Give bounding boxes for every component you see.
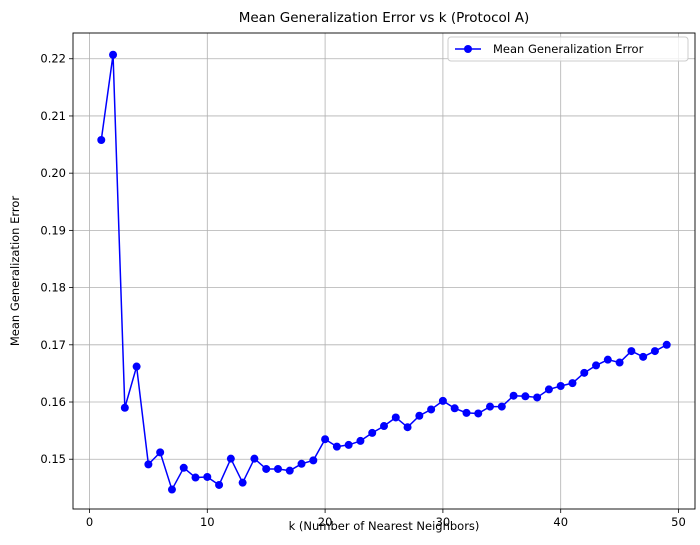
x-tick-label: 30 [436, 515, 451, 529]
data-point-marker [521, 392, 530, 401]
y-axis-label: Mean Generalization Error [8, 196, 22, 347]
data-point-marker [462, 408, 471, 417]
x-tick-label: 20 [318, 515, 333, 529]
x-tick-label: 50 [671, 515, 686, 529]
legend-box [447, 36, 689, 62]
data-point-marker [262, 464, 271, 473]
data-point-marker [250, 454, 259, 463]
data-point-marker [497, 402, 506, 411]
data-point-marker [120, 403, 129, 412]
data-point-marker [132, 362, 141, 371]
y-tick-label: 0.15 [40, 452, 66, 466]
data-point-marker [344, 440, 353, 449]
x-ticks: 0 10 20 30 40 50 [86, 509, 686, 529]
data-point-marker [238, 478, 247, 487]
x-tick-label: 40 [553, 515, 568, 529]
data-point-marker [356, 436, 365, 445]
data-point-marker [203, 472, 212, 481]
data-point-marker [368, 428, 377, 437]
data-point-marker [285, 466, 294, 475]
data-point-marker [321, 435, 330, 444]
data-point-marker [639, 352, 648, 361]
y-tick-label: 0.20 [40, 166, 66, 180]
y-tick-label: 0.19 [40, 223, 66, 237]
data-point-marker [662, 340, 671, 349]
x-axis-label: k (Number of Nearest Neighbors) [289, 519, 480, 533]
data-point-marker [580, 368, 589, 377]
data-point-marker [391, 413, 400, 422]
plot-area-frame [72, 32, 696, 510]
data-point-marker [509, 391, 518, 400]
chart-title: Mean Generalization Error vs k (Protocol… [239, 10, 530, 26]
data-point-marker [297, 459, 306, 468]
y-tick-label: 0.17 [40, 338, 66, 352]
data-point-marker [380, 422, 388, 431]
data-point-marker [156, 448, 165, 457]
data-point-marker [309, 456, 318, 465]
data-point-marker [273, 464, 282, 473]
data-point-marker [615, 358, 624, 367]
y-tick-label: 0.22 [40, 52, 66, 66]
grid-lines [73, 33, 695, 509]
y-ticks: 0.15 0.16 0.17 0.18 0.19 0.20 0.21 0.22 [40, 52, 73, 466]
data-point-marker [603, 355, 612, 364]
data-point-marker [191, 473, 200, 482]
legend: Mean Generalization Error [447, 36, 689, 62]
data-point-marker [415, 411, 424, 420]
x-tick-label: 0 [86, 515, 93, 529]
y-tick-label: 0.18 [40, 281, 66, 295]
data-point-marker [627, 347, 636, 356]
data-point-marker [144, 460, 153, 469]
data-point-marker [438, 396, 447, 405]
data-point-marker [592, 361, 601, 370]
data-point-marker [226, 454, 235, 463]
data-point-marker [109, 50, 118, 59]
data-point-marker [533, 393, 542, 402]
data-point-marker [167, 485, 176, 494]
data-point-marker [332, 442, 341, 451]
x-tick-label: 10 [200, 515, 215, 529]
data-point-marker [544, 385, 553, 394]
series-layer [97, 50, 671, 494]
data-point-marker [474, 409, 483, 418]
data-point-marker [97, 135, 106, 144]
data-point-marker [650, 347, 659, 356]
data-point-marker [179, 463, 188, 472]
data-point-marker [427, 405, 436, 414]
legend-entry-label: Mean Generalization Error [493, 42, 644, 56]
data-point-marker [556, 381, 565, 390]
legend-marker-swatch [464, 45, 472, 53]
data-point-marker [486, 402, 495, 411]
data-point-marker [450, 404, 459, 413]
data-point-marker [568, 379, 577, 388]
y-tick-label: 0.16 [40, 395, 66, 409]
plot-area-background [73, 33, 695, 509]
data-point-marker [215, 480, 224, 489]
y-tick-label: 0.21 [40, 109, 66, 123]
data-point-marker [403, 423, 412, 432]
